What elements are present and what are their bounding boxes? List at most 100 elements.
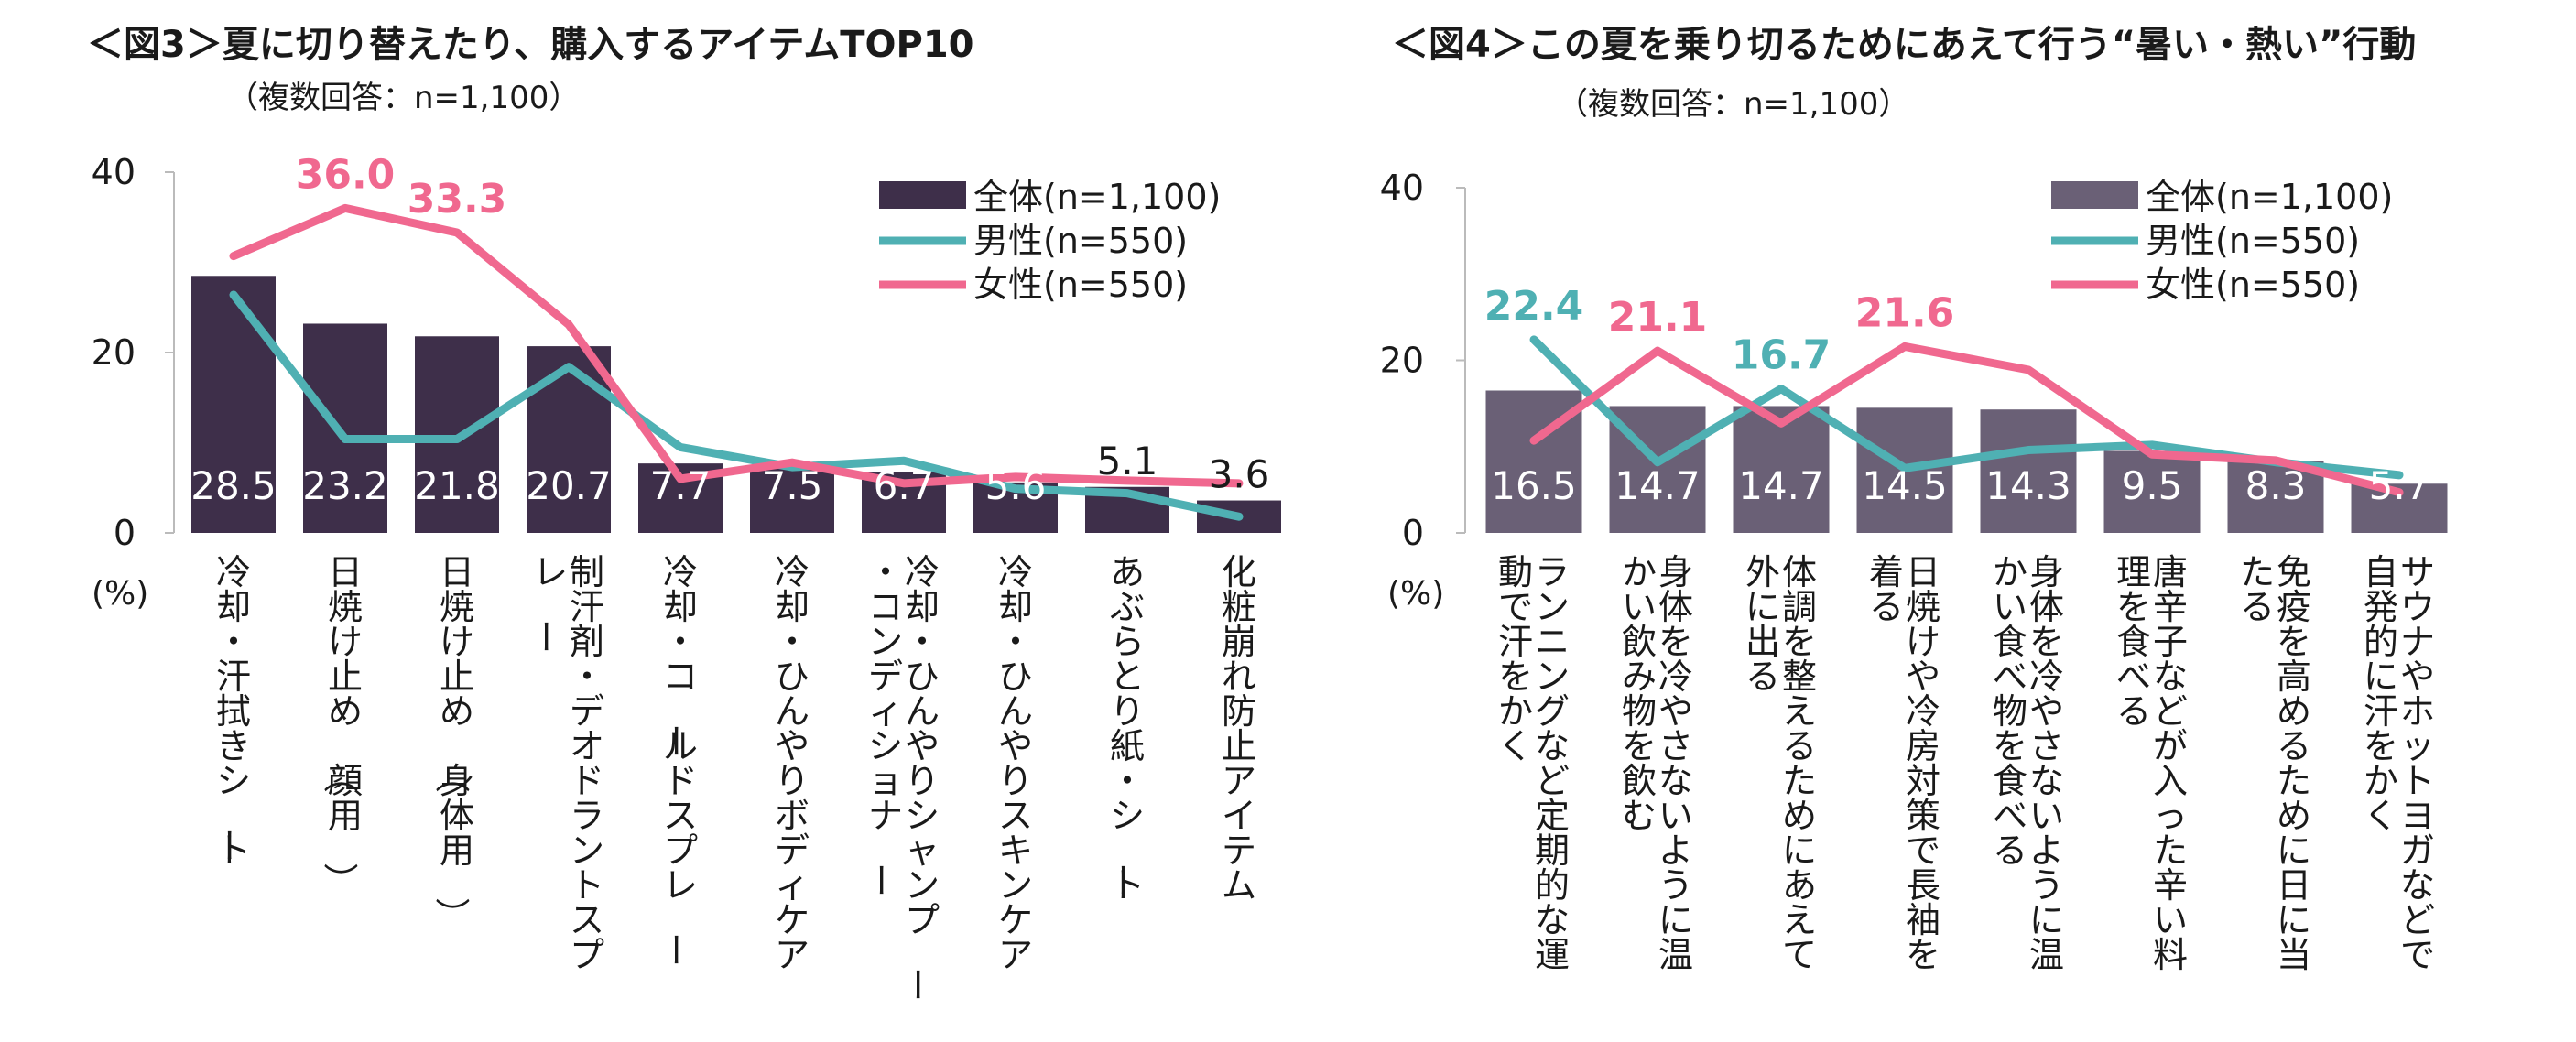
category-char: プ bbox=[570, 935, 604, 975]
category-char: 物 bbox=[1993, 691, 2027, 732]
category-char: い bbox=[1658, 796, 1693, 836]
category-char: 体 bbox=[1782, 552, 1817, 592]
category-char: 汗 bbox=[216, 657, 251, 697]
bar-total bbox=[303, 323, 387, 533]
category-char: を bbox=[1993, 726, 2027, 766]
bar-total bbox=[2227, 461, 2324, 533]
category-char: ボ bbox=[775, 796, 810, 836]
category-char: る bbox=[1869, 587, 1904, 627]
category-char: で bbox=[1498, 587, 1533, 627]
legend-label: 女性(n=550) bbox=[973, 265, 1188, 305]
category-char: り bbox=[998, 761, 1033, 801]
category-char: や bbox=[1658, 691, 1693, 732]
category-char: や bbox=[775, 726, 810, 766]
bar-value-label: 5.7 bbox=[2369, 463, 2430, 508]
category-char: 対 bbox=[1906, 761, 1940, 801]
legend-swatch-bar bbox=[879, 181, 966, 209]
category-char: む bbox=[1622, 796, 1657, 836]
category-label: 身体を冷やさないように温かい飲み物を飲む bbox=[1622, 552, 1693, 975]
category-char: ッ bbox=[2400, 726, 2435, 766]
category-char: 着 bbox=[1869, 552, 1904, 592]
category-char: ・ bbox=[216, 622, 251, 662]
category-char: 冷 bbox=[1658, 657, 1693, 697]
category-char: ・ bbox=[905, 622, 940, 662]
y-tick-label: 0 bbox=[1402, 513, 1424, 553]
category-label: 化粧崩れ防止アイテム bbox=[1222, 552, 1256, 906]
callout-label: 16.7 bbox=[1732, 332, 1831, 379]
category-char: 冷 bbox=[216, 552, 251, 592]
category-char: た bbox=[2153, 830, 2188, 871]
category-char: 日 bbox=[440, 552, 474, 592]
y-tick-label: 40 bbox=[92, 152, 136, 192]
category-char: 物 bbox=[1622, 691, 1657, 732]
category-char: た bbox=[2240, 552, 2275, 592]
category-char: え bbox=[1782, 691, 1817, 732]
y-tick-label: 20 bbox=[92, 332, 136, 373]
category-char: る bbox=[2116, 691, 2151, 732]
category-label: 冷却・ひんやりシャンプー・コンディショナー bbox=[860, 552, 940, 1002]
category-char: 高 bbox=[2277, 657, 2311, 697]
category-label: 免疫を高めるために日に当たる bbox=[2240, 552, 2311, 975]
category-char: テ bbox=[1222, 830, 1256, 871]
category-char: る bbox=[2277, 726, 2311, 766]
category-char: さ bbox=[1658, 726, 1693, 766]
category-char: ー bbox=[1102, 863, 1142, 897]
category-char: ・ bbox=[570, 657, 604, 697]
category-char: う bbox=[1658, 865, 1693, 906]
category-char: ン bbox=[1535, 657, 1570, 697]
category-char: ラ bbox=[1535, 552, 1570, 592]
category-char: ィ bbox=[868, 691, 903, 732]
category-char: め bbox=[328, 691, 363, 732]
category-char: ア bbox=[998, 935, 1033, 975]
category-char: い bbox=[2153, 900, 2188, 940]
category-char: 止 bbox=[440, 657, 474, 697]
callout-label: 36.0 bbox=[296, 151, 396, 198]
category-char: レ bbox=[663, 865, 698, 906]
category-label: 冷却・ひんやりスキンケア bbox=[998, 552, 1033, 975]
category-char: 疫 bbox=[2277, 587, 2311, 627]
category-char: れ bbox=[1222, 657, 1256, 697]
category-char: っ bbox=[2153, 796, 2188, 836]
category-char: ・ bbox=[663, 622, 698, 662]
category-char: 期 bbox=[1535, 830, 1570, 871]
category-char: な bbox=[2400, 865, 2435, 906]
category-char: 身 bbox=[440, 761, 474, 801]
category-label: 日焼けや冷房対策で長袖を 着る bbox=[1869, 552, 1940, 975]
category-char: を bbox=[1658, 622, 1693, 662]
category-char: 却 bbox=[998, 587, 1033, 627]
category-char: な bbox=[2153, 657, 2188, 697]
category-char: た bbox=[2277, 761, 2311, 801]
category-char: 焼 bbox=[440, 587, 474, 627]
chart-fig3: ＜図3＞夏に切り替えたり、購入するアイテムTOP10 （複数回答：n=1,100）… bbox=[87, 24, 1281, 1002]
category-char: 辛 bbox=[2153, 587, 2188, 627]
bar-value-label: 14.7 bbox=[1738, 463, 1824, 508]
category-char: ス bbox=[663, 796, 698, 836]
category-char: 冷 bbox=[905, 552, 940, 592]
category-char: あ bbox=[1110, 552, 1145, 592]
category-char: に bbox=[1745, 587, 1780, 627]
category-char: め bbox=[2277, 796, 2311, 836]
category-char: ・ bbox=[868, 552, 903, 592]
line-series-2 bbox=[1529, 342, 2404, 497]
category-char: を bbox=[2277, 622, 2311, 662]
category-char: み bbox=[1622, 657, 1657, 697]
unit-label: (%) bbox=[1387, 575, 1444, 613]
category-char: 辛 bbox=[2153, 865, 2188, 906]
y-tick-label: 20 bbox=[1380, 341, 1424, 381]
category-char: べ bbox=[1993, 657, 2027, 697]
category-char: 用 bbox=[440, 830, 474, 871]
category-char: ム bbox=[1222, 865, 1256, 906]
category-char: 理 bbox=[2116, 552, 2151, 592]
category-char: た bbox=[1782, 761, 1817, 801]
category-char: 日 bbox=[328, 552, 363, 592]
category-char: レ bbox=[533, 552, 568, 592]
bar-value-label: 14.3 bbox=[1985, 463, 2071, 508]
bar-total bbox=[527, 346, 611, 533]
category-char: ー bbox=[860, 863, 900, 897]
bar-total bbox=[2103, 450, 2201, 533]
category-label: 冷却・コールドスプレー bbox=[655, 552, 698, 967]
category-char: あ bbox=[1782, 865, 1817, 906]
category-char: シ bbox=[868, 726, 903, 766]
category-char: ス bbox=[998, 796, 1033, 836]
category-char: ド bbox=[570, 761, 604, 801]
